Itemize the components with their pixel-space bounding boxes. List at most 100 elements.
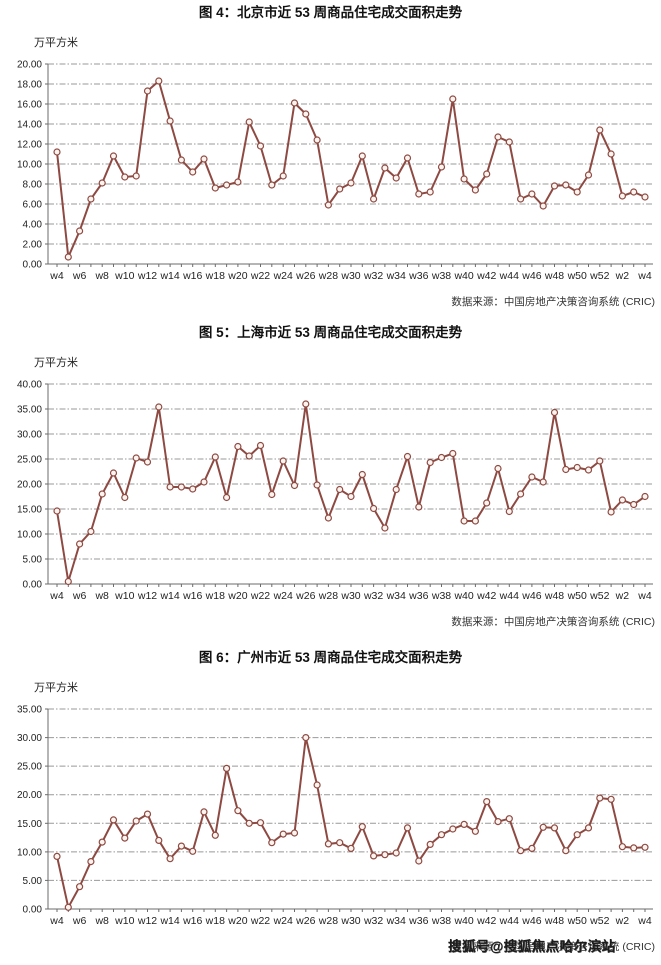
svg-text:w26: w26 (295, 915, 315, 927)
data-point (166, 117, 174, 125)
data-point (109, 816, 118, 824)
data-point (64, 577, 72, 586)
data-point (234, 807, 242, 815)
svg-text:20.00: 20.00 (17, 60, 42, 71)
data-point (471, 517, 479, 525)
data-point (550, 824, 559, 832)
data-point (460, 517, 468, 525)
data-point (177, 483, 185, 491)
data-point (370, 195, 378, 203)
data-point (415, 857, 423, 865)
svg-text:35.00: 35.00 (17, 705, 42, 716)
svg-text:w20: w20 (227, 270, 247, 282)
data-point (528, 844, 536, 852)
data-point (596, 126, 604, 134)
svg-text:w16: w16 (182, 590, 202, 602)
data-point (75, 540, 84, 548)
data-point (618, 496, 627, 504)
data-point (370, 504, 378, 513)
data-point (87, 527, 95, 536)
svg-text:w40: w40 (453, 270, 473, 282)
data-point (392, 174, 400, 182)
data-point (336, 485, 344, 494)
data-point (381, 164, 389, 172)
chart-figure-6-guangzhou: 图 6：广州市近 53 周商品住宅成交面积走势 万平方米 0.00 5.00 10.… (0, 649, 661, 954)
line-chart: 0.00 5.00 10.00 15.00 20.00 25.00 30.00 35.00 w4… (17, 705, 653, 927)
data-point (403, 452, 412, 461)
data-point (98, 838, 106, 846)
data-point (607, 795, 615, 803)
svg-text:w8: w8 (94, 270, 109, 282)
data-point (211, 453, 219, 461)
data-point (336, 185, 344, 193)
data-point (290, 99, 299, 107)
data-point (562, 181, 570, 189)
svg-text:0.00: 0.00 (23, 905, 43, 916)
svg-text:w14: w14 (159, 270, 179, 282)
data-point (584, 466, 593, 474)
svg-text:w6: w6 (72, 270, 87, 282)
data-point (449, 449, 457, 458)
data-point (505, 815, 513, 823)
svg-text:w2: w2 (615, 590, 630, 602)
svg-text:w18: w18 (205, 270, 225, 282)
y-axis-unit-label: 万平方米 (34, 682, 78, 694)
svg-text:w12: w12 (137, 915, 157, 927)
data-point (426, 840, 434, 848)
svg-text:w8: w8 (94, 590, 109, 602)
svg-text:w18: w18 (205, 915, 225, 927)
data-point (573, 188, 581, 196)
chart-title: 图 6：广州市近 53 周商品住宅成交面积走势 (198, 650, 463, 665)
data-point (75, 227, 84, 235)
data-point (370, 852, 378, 860)
svg-text:4.00: 4.00 (23, 220, 43, 231)
svg-text:w42: w42 (476, 270, 496, 282)
data-point (109, 469, 118, 477)
line-chart: 0.00 5.00 10.00 15.00 20.00 25.00 30.00 35.00 40… (17, 380, 653, 602)
line-chart-canvas: 0.00 5.00 10.00 15.00 20.00 25.00 30.00 35.00 w4… (0, 697, 661, 937)
series-line (56, 403, 646, 582)
svg-text:w34: w34 (386, 590, 406, 602)
svg-text:w46: w46 (521, 590, 541, 602)
data-point (64, 253, 72, 261)
chart-title: 图 4：北京市近 53 周商品住宅成交面积走势 (198, 5, 463, 20)
data-source-caption: 数据来源：中国房地产决策咨询系统 (CRIC) (451, 616, 655, 628)
data-point (528, 190, 536, 198)
svg-text:w4: w4 (637, 590, 652, 602)
svg-text:w24: w24 (273, 270, 293, 282)
x-axis: w4 w6 w8 w10 w12 w14 w16 w18 w20 w22 w24 w26 w28 w30 w… (48, 583, 653, 602)
data-point (460, 820, 468, 829)
data-point (177, 156, 185, 164)
y-axis: 0.00 2.00 4.00 6.00 8.00 10.00 12.00 14.00 16.00… (17, 60, 49, 271)
data-point (641, 843, 649, 851)
data-point (358, 152, 366, 160)
data-point (166, 855, 174, 863)
svg-text:10.00: 10.00 (17, 160, 42, 171)
data-point (200, 808, 208, 816)
data-point (460, 175, 468, 183)
data-point (132, 454, 140, 462)
svg-text:w4: w4 (49, 270, 64, 282)
data-point (403, 154, 412, 162)
data-point (279, 457, 287, 465)
svg-text:w52: w52 (589, 590, 609, 602)
data-point (256, 441, 265, 450)
svg-text:w10: w10 (114, 590, 134, 602)
data-point (550, 182, 559, 190)
svg-text:14.00: 14.00 (17, 120, 42, 131)
svg-text:w48: w48 (544, 590, 564, 602)
svg-text:w10: w10 (114, 270, 134, 282)
data-point (132, 817, 140, 825)
data-point (403, 824, 412, 832)
svg-text:w22: w22 (250, 915, 270, 927)
svg-text:w30: w30 (340, 915, 360, 927)
data-point (121, 834, 129, 842)
data-point (279, 172, 287, 180)
svg-text:2.00: 2.00 (23, 240, 43, 251)
data-point (256, 142, 265, 150)
data-point (98, 179, 106, 187)
svg-text:20.00: 20.00 (17, 790, 42, 801)
data-point (98, 490, 106, 498)
data-point (211, 831, 219, 839)
data-point (64, 903, 72, 911)
